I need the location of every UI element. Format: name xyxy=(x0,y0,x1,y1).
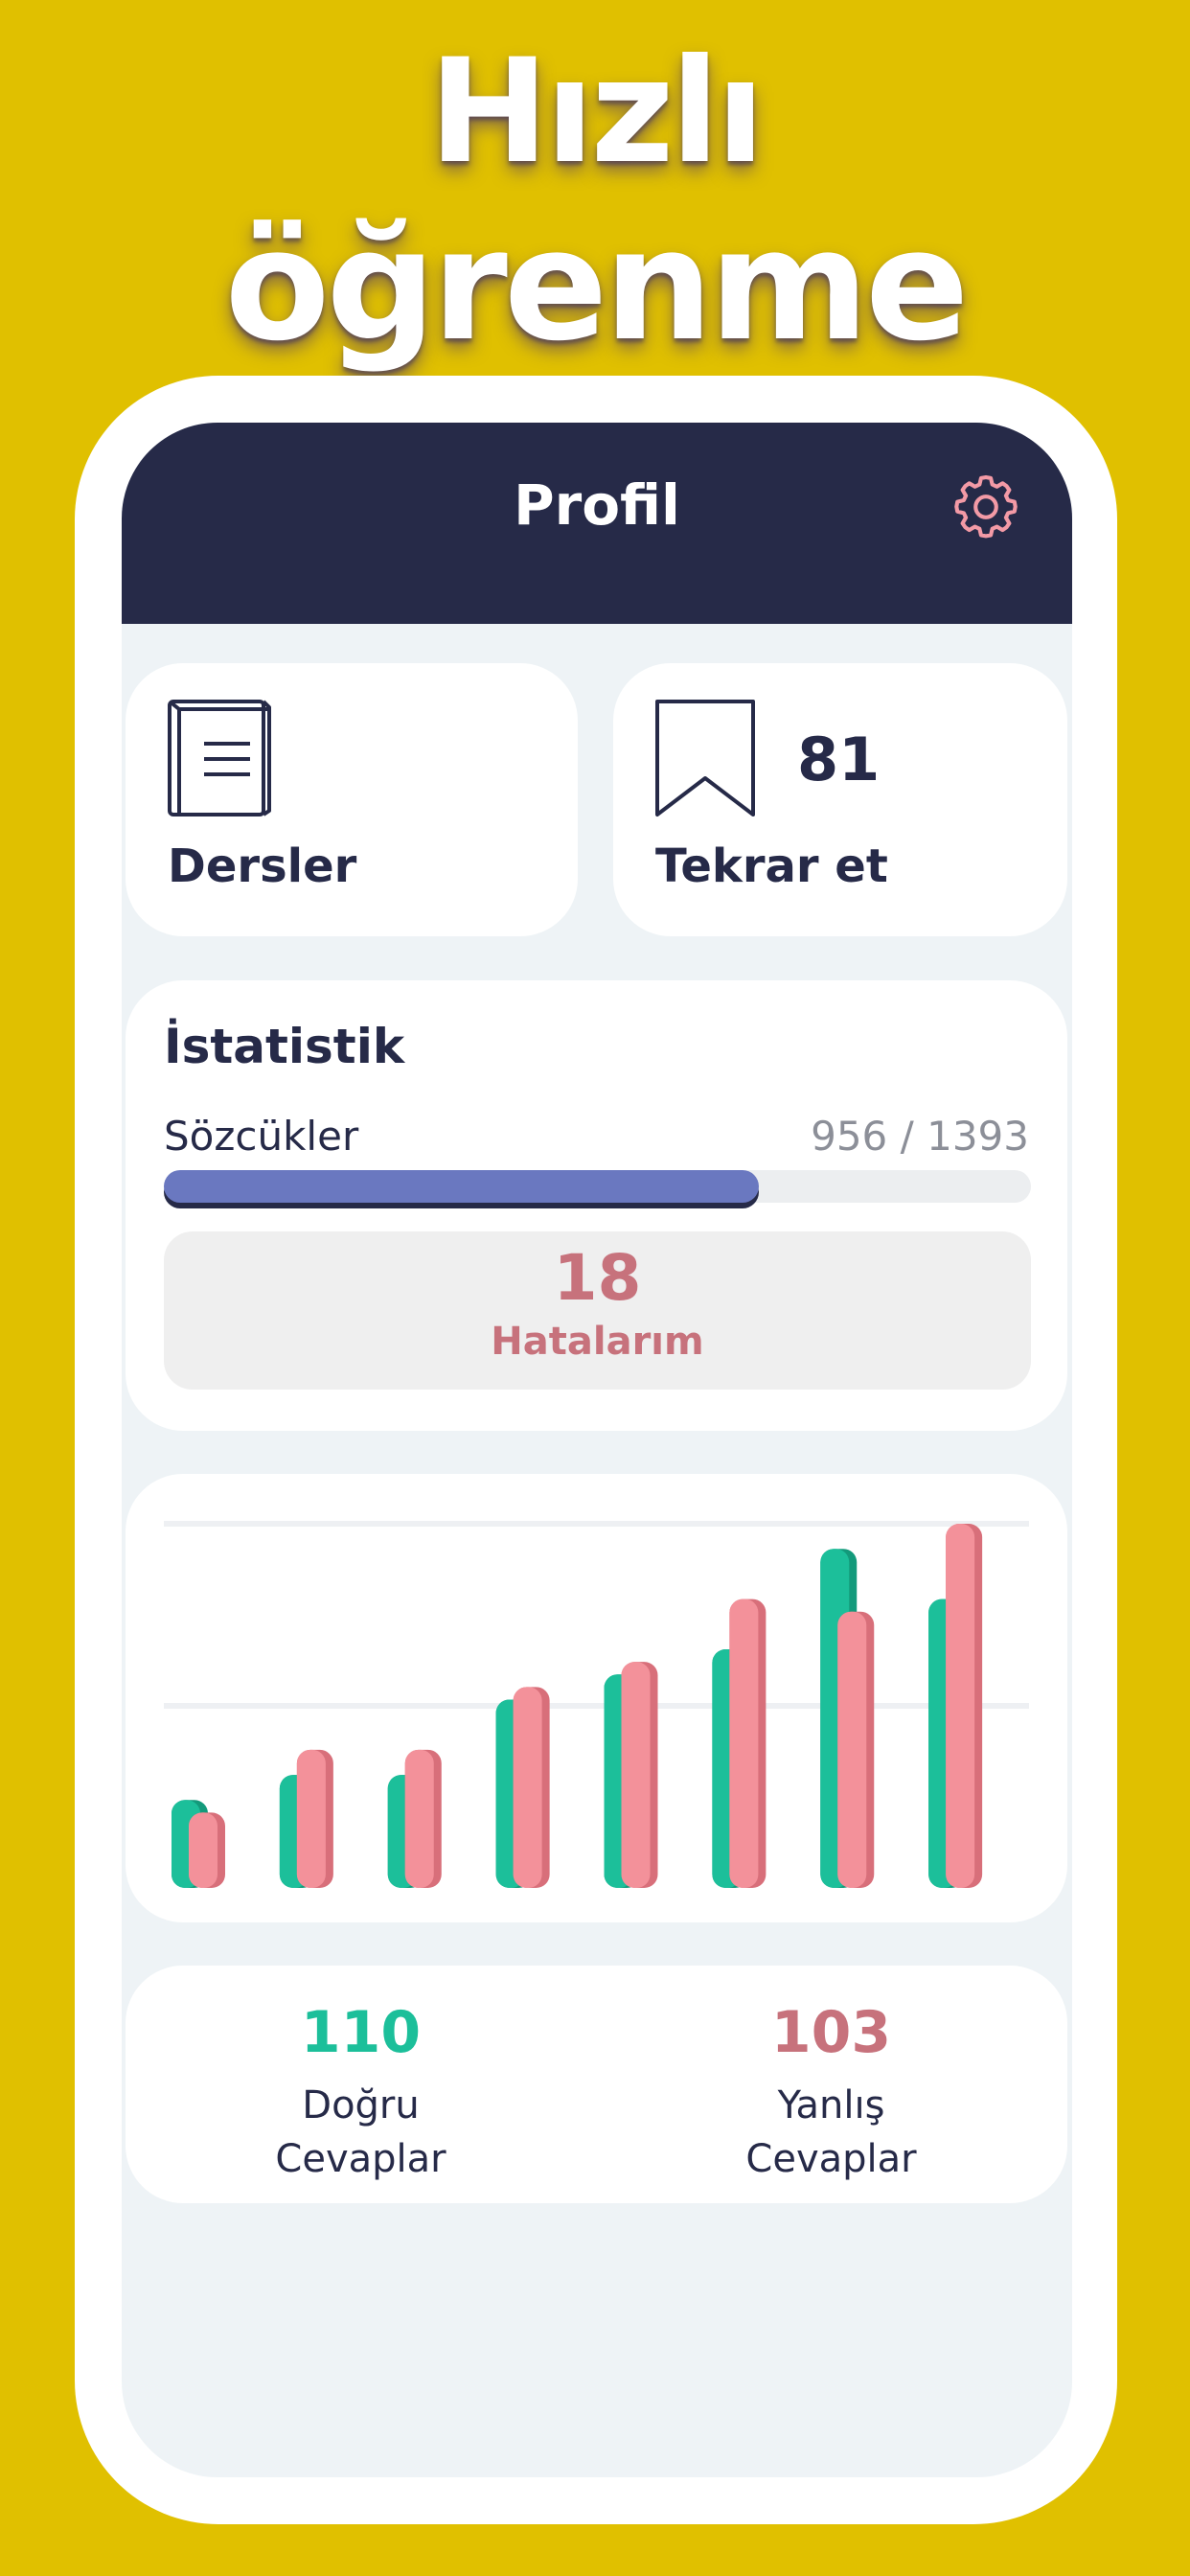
wrong-label: Yanlış Cevaplar xyxy=(596,2079,1066,2186)
lessons-label: Dersler xyxy=(168,840,357,893)
wrong-bar-5 xyxy=(621,1662,658,1888)
wrong-bar-6 xyxy=(729,1598,767,1888)
wrong-bar-3 xyxy=(404,1749,442,1888)
review-label: Tekrar et xyxy=(655,840,888,893)
wrong-label-line-1: Yanlış xyxy=(777,2083,885,2128)
words-progress-fill xyxy=(164,1170,760,1203)
correct-label-line-2: Cevaplar xyxy=(275,2137,446,2181)
bar-face xyxy=(946,1524,975,1888)
bar-face xyxy=(296,1749,326,1888)
correct-answers: 110 Doğru Cevaplar xyxy=(126,1994,596,2186)
lessons-card[interactable]: Dersler xyxy=(126,663,578,936)
statistics-card: İstatistik Sözcükler 956 / 1393 18 Hatal… xyxy=(126,980,1067,1431)
bar-face xyxy=(513,1687,542,1888)
promo-headline: Hızlı öğrenme xyxy=(0,29,1190,374)
mistakes-label: Hatalarım xyxy=(491,1320,704,1364)
headline-line-2: öğrenme xyxy=(224,196,969,375)
mistakes-button[interactable]: 18 Hatalarım xyxy=(164,1231,1031,1390)
wrong-bar-8 xyxy=(946,1524,983,1888)
statistics-title: İstatistik xyxy=(164,1019,405,1074)
wrong-bar-4 xyxy=(513,1687,550,1888)
wrong-label-line-2: Cevaplar xyxy=(745,2137,917,2181)
correct-label: Doğru Cevaplar xyxy=(126,2079,596,2186)
book-icon xyxy=(168,700,271,816)
correct-count: 110 xyxy=(300,1999,422,2066)
answers-bar-chart xyxy=(164,1521,1029,1888)
wrong-bar-2 xyxy=(296,1749,333,1888)
wrong-answers: 103 Yanlış Cevaplar xyxy=(596,1994,1066,2186)
bar-face xyxy=(729,1598,759,1888)
wrong-bar-7 xyxy=(837,1611,875,1888)
phone-screen: Profil Dersler 81 Tekrar et İstatistik S… xyxy=(122,423,1072,2477)
mistakes-count: 18 xyxy=(553,1241,642,1315)
page-title: Profil xyxy=(514,472,680,538)
correct-label-line-1: Doğru xyxy=(302,2083,420,2128)
review-count: 81 xyxy=(797,724,881,794)
bar-face xyxy=(404,1749,434,1888)
answers-chart-card xyxy=(126,1474,1067,1922)
top-bar: Profil xyxy=(122,423,1072,624)
answers-summary-card: 110 Doğru Cevaplar 103 Yanlış Cevaplar xyxy=(126,1966,1067,2203)
review-card[interactable]: 81 Tekrar et xyxy=(613,663,1067,936)
wrong-bar-1 xyxy=(189,1812,225,1888)
headline-line-1: Hızlı xyxy=(428,29,765,196)
gear-icon[interactable] xyxy=(950,471,1022,543)
bar-face xyxy=(189,1812,217,1888)
words-label: Sözcükler xyxy=(164,1113,359,1160)
words-count: 956 / 1393 xyxy=(811,1113,1029,1160)
bar-face xyxy=(621,1662,651,1888)
bookmark-icon xyxy=(655,700,755,816)
wrong-count: 103 xyxy=(770,1999,892,2066)
words-progress-bar xyxy=(164,1170,1031,1203)
bar-face xyxy=(837,1611,867,1888)
